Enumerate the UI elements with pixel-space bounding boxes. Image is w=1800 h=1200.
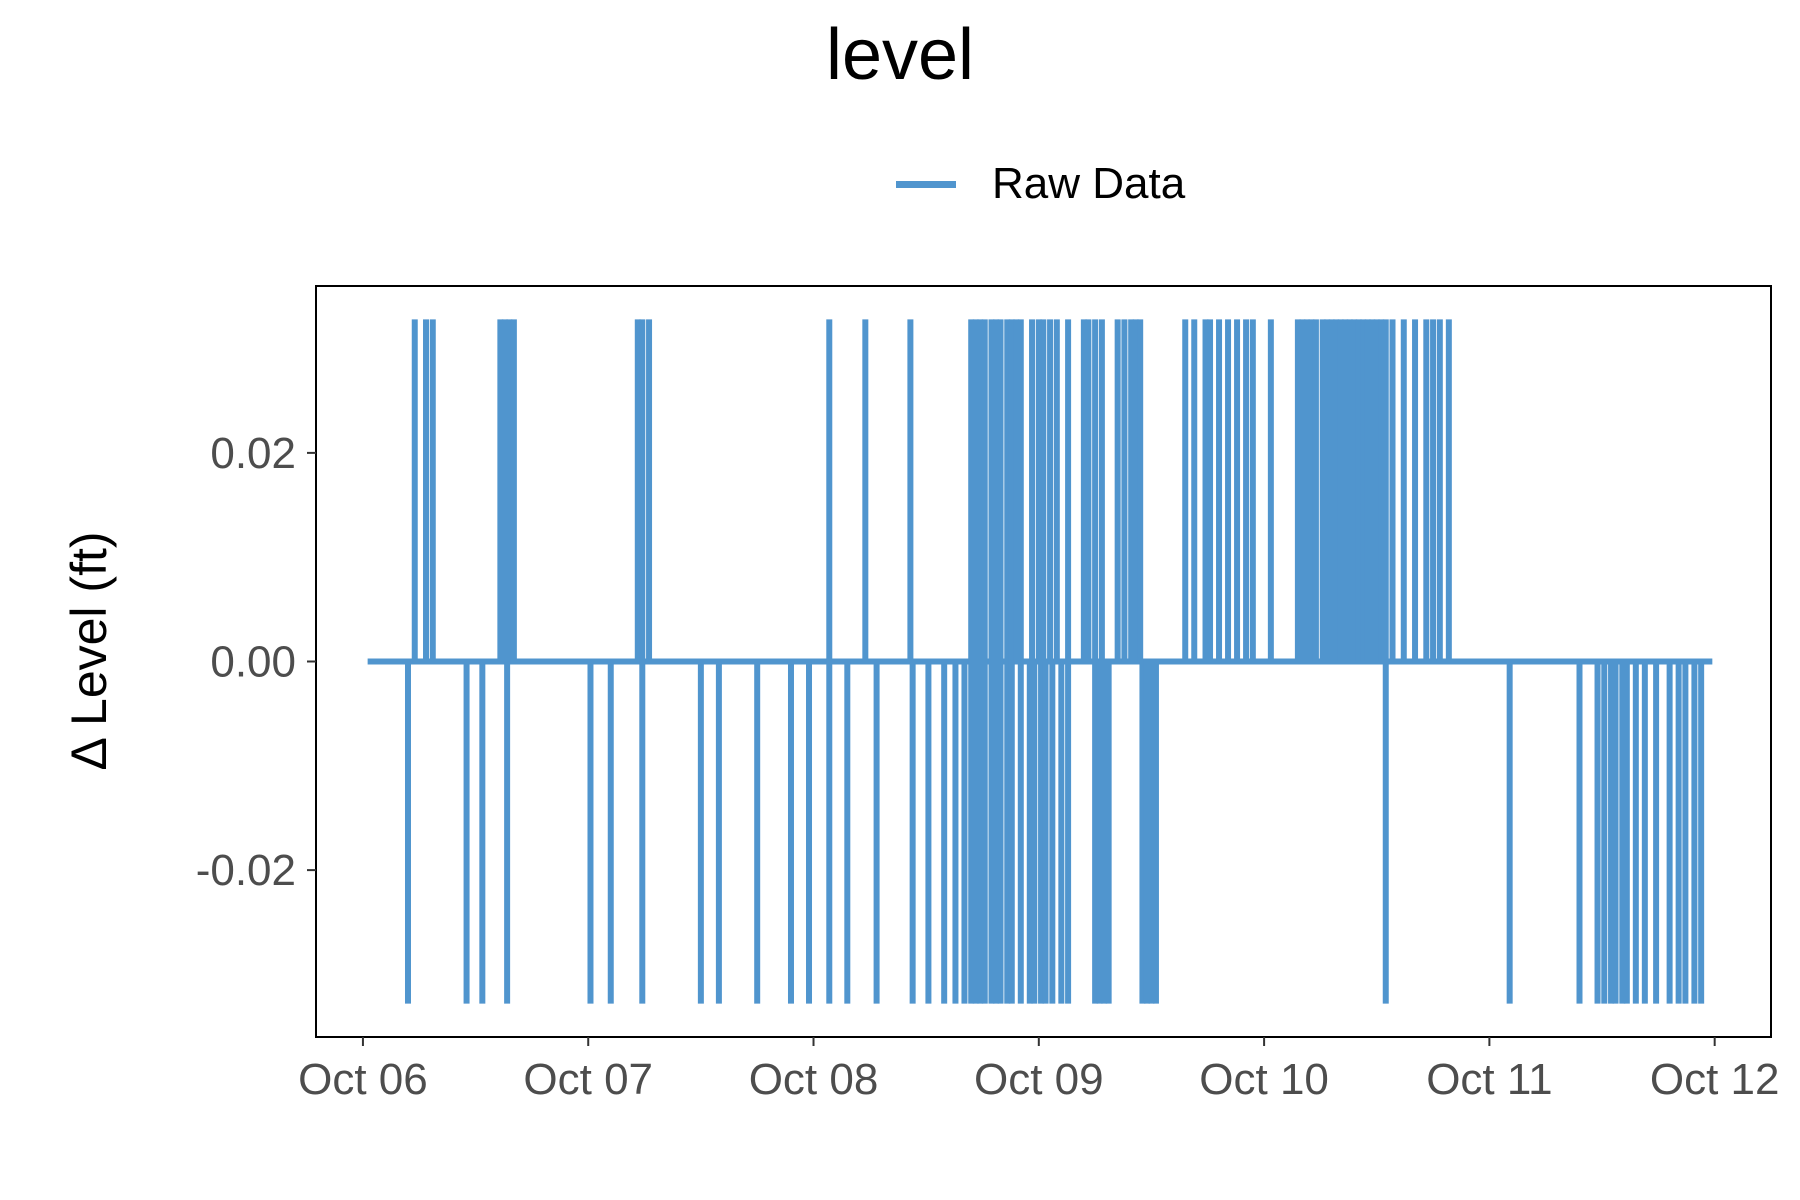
chart-title: level <box>825 15 975 95</box>
y-tick-label: 0.00 <box>210 638 296 687</box>
legend-key-raw-data <box>896 180 956 188</box>
legend: Raw Data <box>896 152 1185 216</box>
x-tick-label: Oct 09 <box>974 1055 1104 1104</box>
x-tick-label: Oct 08 <box>749 1055 879 1104</box>
x-tick-label: Oct 06 <box>298 1055 428 1104</box>
axis-layer: -0.02 0.00 0.02 Oct 06 Oct 07 Oct 08 Oct 09 Oct… <box>196 429 1780 1104</box>
x-tick-label: Oct 07 <box>523 1055 653 1104</box>
x-tick-label: Oct 11 <box>1426 1055 1552 1104</box>
legend-label-raw-data: Raw Data <box>992 159 1186 208</box>
x-tick-label: Oct 10 <box>1199 1055 1329 1104</box>
y-tick-label: 0.02 <box>210 429 296 478</box>
series-layer <box>367 319 1713 1004</box>
y-tick-label: -0.02 <box>196 846 296 895</box>
x-tick-label: Oct 12 <box>1650 1055 1780 1104</box>
